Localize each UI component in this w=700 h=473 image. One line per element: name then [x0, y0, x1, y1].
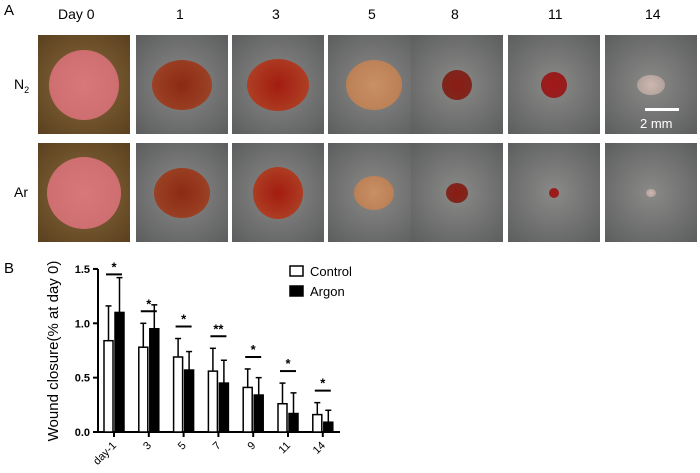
scale-bar: [645, 108, 679, 111]
significance-marker: *: [111, 259, 117, 274]
wound-photo: [411, 143, 503, 242]
wound: [646, 189, 656, 197]
y-tick-label: 0.0: [75, 427, 90, 439]
wound: [247, 59, 309, 111]
wound-photo: [136, 143, 228, 242]
row-label-ar: Ar: [14, 184, 28, 200]
wound-photo: [328, 143, 420, 242]
column-label: Day 0: [58, 6, 95, 22]
wound-photo: [508, 143, 600, 242]
bar-control: [172, 356, 184, 433]
wound-photo: [38, 143, 130, 242]
bar-argon: [114, 311, 125, 433]
wound-photo: [232, 35, 324, 134]
wound: [442, 70, 472, 100]
significance-marker: *: [285, 356, 291, 371]
wound: [541, 72, 567, 98]
wound-photo: [605, 143, 697, 242]
y-tick-label: 1.5: [75, 264, 90, 276]
x-tick-label: 9: [246, 440, 259, 453]
x-tick-label: 11: [277, 440, 294, 457]
bar-chart: 0.0 0.5 1.0 1.5 Wound closure(% at day 0) day…: [45, 259, 352, 468]
wound: [346, 60, 402, 110]
bar-control: [242, 386, 253, 433]
column-label: 5: [368, 6, 376, 22]
column-label: 11: [548, 6, 563, 22]
wound-photo: [411, 35, 503, 134]
y-tick-label: 1.0: [75, 318, 90, 330]
wound: [253, 167, 303, 219]
wound: [446, 183, 468, 203]
panel-b-label: B: [4, 260, 15, 277]
significance-marker: *: [181, 312, 187, 327]
legend-swatch: [289, 265, 304, 277]
legend-label: Control: [310, 264, 352, 279]
significance-marker: **: [213, 321, 224, 336]
bar-control: [103, 339, 114, 433]
y-tick-label: 0.5: [75, 373, 90, 385]
bar-control: [138, 346, 149, 433]
bar-argon: [288, 412, 299, 433]
bar-control: [277, 402, 288, 433]
significance-marker: *: [146, 296, 152, 311]
bar-argon: [149, 327, 160, 433]
wound: [152, 60, 212, 110]
bar-argon: [323, 421, 334, 433]
column-label: 3: [272, 6, 280, 22]
wound-photo: [605, 35, 697, 134]
legend-swatch: [289, 285, 304, 297]
wound: [154, 168, 210, 218]
x-tick-label: day-1: [91, 440, 119, 468]
significance-marker: *: [251, 342, 257, 357]
x-tick-label: 3: [141, 440, 154, 453]
scale-bar-label: 2 mm: [640, 116, 673, 131]
wound-photo: [38, 35, 130, 134]
x-tick-label: 5: [176, 440, 189, 453]
bar-argon: [253, 394, 264, 433]
wound: [49, 50, 119, 120]
wound: [354, 176, 394, 210]
wound-photo: [508, 35, 600, 134]
x-tick-label: 7: [211, 440, 224, 453]
wound-photo: [232, 143, 324, 242]
column-label: 8: [451, 6, 459, 22]
bar-argon: [218, 382, 230, 433]
wound-photo: [328, 35, 420, 134]
wound: [549, 188, 559, 198]
wound: [47, 157, 121, 229]
bar-argon: [183, 369, 195, 433]
panel-a-label: A: [4, 2, 15, 19]
wound-photo: [136, 35, 228, 134]
significance-marker: *: [320, 376, 326, 391]
column-label: 1: [176, 6, 184, 22]
legend-label: Argon: [310, 284, 345, 299]
x-tick-label: 14: [311, 440, 328, 457]
bar-control: [312, 413, 323, 433]
wound: [637, 75, 665, 95]
y-axis-label: Wound closure(% at day 0): [45, 261, 62, 442]
row-label-n2: N2: [14, 76, 30, 95]
bar-control: [207, 370, 219, 433]
column-label: 14: [645, 6, 661, 22]
